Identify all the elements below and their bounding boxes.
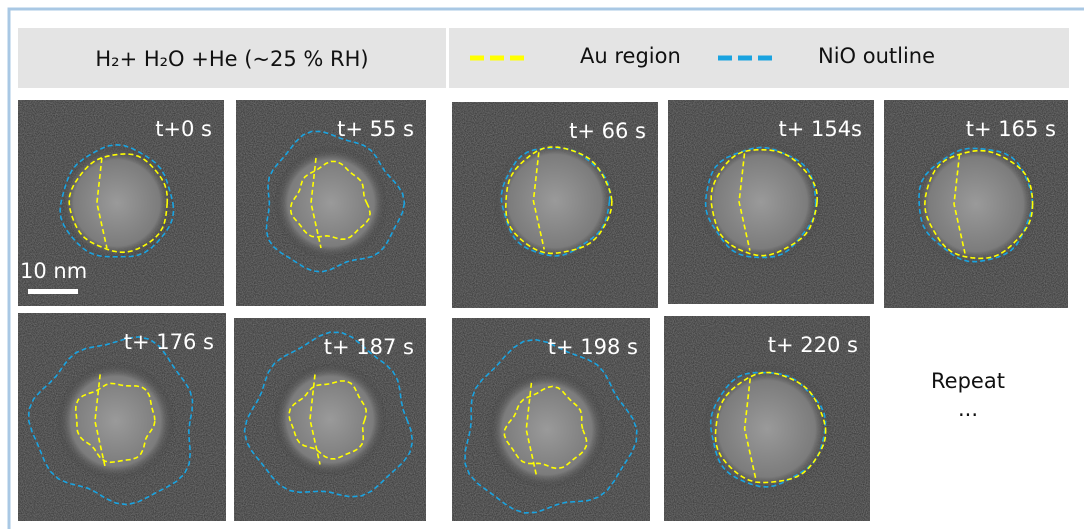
frame-label: t+ 176 s [124, 330, 214, 354]
repeat-note: Repeat [931, 369, 1005, 393]
scale-bar [28, 289, 78, 294]
legend-label: NiO outline [818, 44, 935, 68]
legend-label: Au region [580, 44, 681, 68]
frame-label: t+ 55 s [337, 117, 414, 141]
frame-label: t+0 s [155, 117, 212, 141]
frame-label: t+ 165 s [966, 117, 1056, 141]
particle [703, 364, 832, 493]
ellipsis: ... [958, 397, 978, 421]
particle [913, 141, 1040, 268]
frame-label: t+ 220 s [768, 333, 858, 357]
particle [56, 361, 176, 481]
scale-bar-label: 10 nm [20, 259, 87, 283]
frames: t+0 s t+ 55 s t+ 66 s t+ 154s t+ 165 s t+ 176… [18, 100, 1068, 521]
figure: H₂+ H₂O +He (~25 % RH) t+0 s t+ 55 s t+ 66… [0, 0, 1084, 529]
particle [699, 140, 823, 264]
frame-label: t+ 187 s [324, 335, 414, 359]
frame-label: t+ 154s [778, 117, 862, 141]
frame-label: t+ 66 s [569, 119, 646, 143]
particle [274, 146, 389, 261]
page: {"header": {"condition": "H₂+ H₂O +He (~… [0, 0, 1084, 529]
condition: H₂+ H₂O +He (~25 % RH) [95, 47, 368, 71]
particle [493, 139, 617, 263]
frame-label: t+ 198 s [548, 335, 638, 359]
